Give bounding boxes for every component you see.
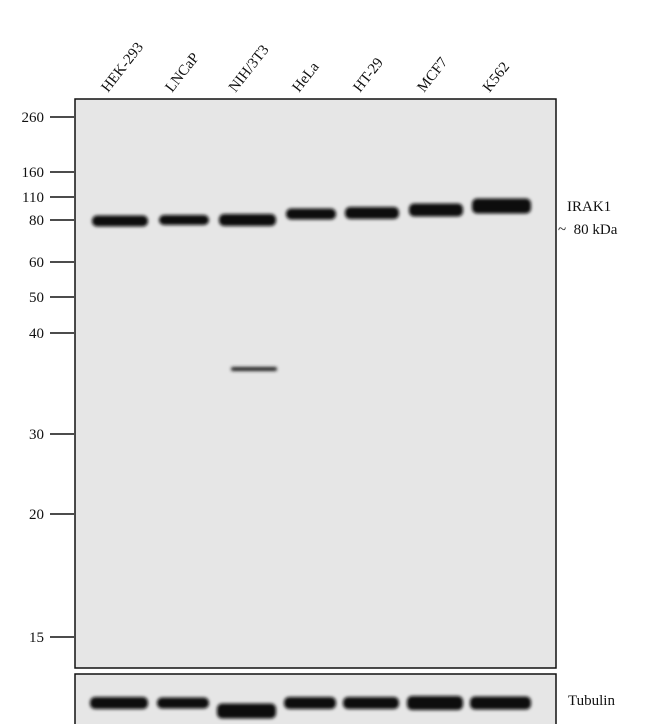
lane-label: K562 [480,59,513,95]
band [219,214,276,226]
lane-label: MCF7 [415,54,452,95]
tubulin-band [343,697,399,709]
marker-label: 50 [29,290,44,306]
band [409,203,463,217]
band [345,207,399,219]
band [472,198,531,214]
lane-label: NIH/3T3 [226,42,272,95]
loading-control-label: Tubulin [568,693,615,709]
lane-label: HEK-293 [99,40,148,96]
lane-label: LNCaP [163,50,203,95]
marker-label: 160 [22,165,45,181]
band [286,208,336,220]
minor-band [231,367,277,371]
marker-label: 15 [29,630,44,646]
marker-label: 40 [29,326,44,342]
tubulin-band [284,697,336,709]
target-label: IRAK1 [567,199,611,215]
marker-label: 60 [29,255,44,271]
lane-label: HT-29 [351,55,387,95]
marker-label: 20 [29,507,44,523]
marker-label: 80 [29,213,44,229]
band [159,215,209,225]
marker-label: 30 [29,427,44,443]
tubulin-band [217,703,276,719]
tubulin-band [407,696,463,710]
marker-label: 110 [22,190,44,206]
tubulin-band [157,697,209,709]
tubulin-band [90,697,148,709]
main-blot [74,98,557,669]
band [92,215,148,227]
size-label: ~ 80 kDa [558,222,618,238]
lane-label: HeLa [290,59,323,95]
marker-label: 260 [22,110,45,126]
tubulin-band [470,696,531,710]
